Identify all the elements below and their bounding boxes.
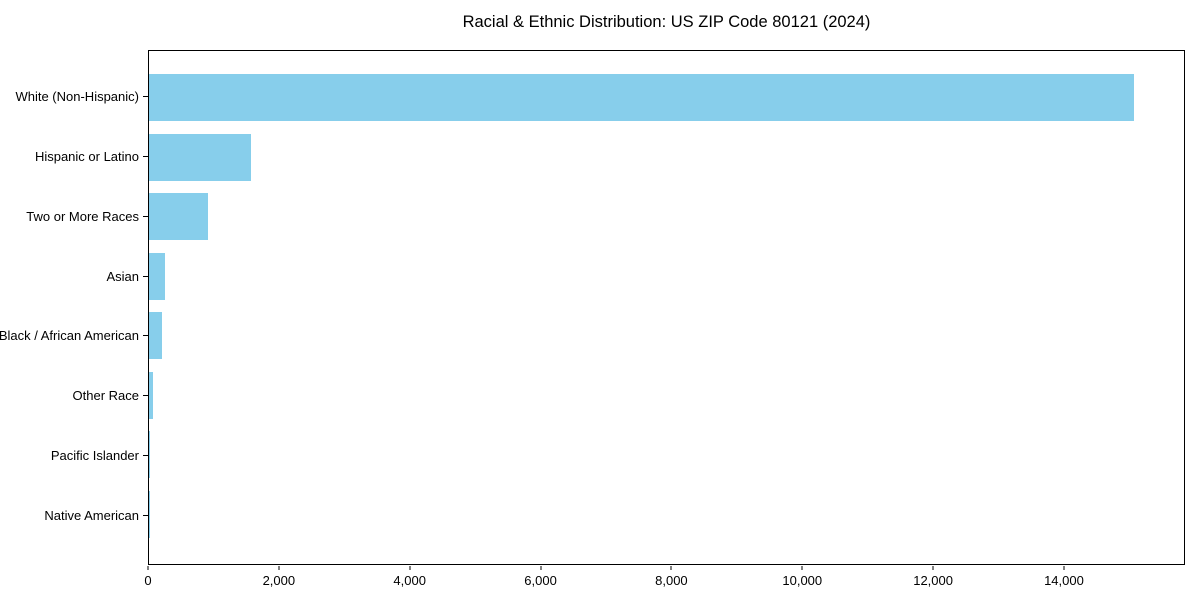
y-axis-labels: White (Non-Hispanic) Hispanic or Latino Tw…: [0, 50, 148, 565]
y-tick-mark: [143, 215, 148, 217]
bar-row: [149, 485, 1184, 545]
x-tick-mark: [670, 566, 672, 570]
x-tick-mark: [801, 566, 803, 570]
bar-row: [149, 247, 1184, 307]
y-tick-mark: [143, 335, 148, 337]
x-tick-label: 14,000: [1044, 573, 1084, 588]
y-label-row: Black / African American: [0, 306, 148, 366]
plot-area: [148, 50, 1185, 565]
y-tick-label: Other Race: [72, 388, 139, 404]
x-tick-label: 12,000: [913, 573, 953, 588]
bar-pacific-islander: [149, 431, 150, 479]
y-tick-mark: [143, 96, 148, 98]
y-label-row: Pacific Islander: [0, 426, 148, 486]
y-label-row: Two or More Races: [0, 187, 148, 247]
y-label-row: Asian: [0, 246, 148, 306]
y-label-row: White (Non-Hispanic): [0, 67, 148, 127]
x-tick-label: 10,000: [782, 573, 823, 588]
x-tick-label: 8,000: [655, 573, 688, 588]
y-tick-mark: [143, 395, 148, 397]
bar-asian: [149, 252, 165, 300]
bar-black-african-american: [149, 312, 163, 360]
bar-series: [149, 51, 1184, 564]
bar-row: [149, 128, 1184, 188]
y-label-row: Native American: [0, 485, 148, 545]
bar-row: [149, 366, 1184, 426]
bar-row: [149, 68, 1184, 128]
x-axis: 0 2,000 4,000 6,000 8,000 10,000 12,000 14,000: [144, 566, 1185, 596]
bar-white-non-hispanic-: [149, 74, 1135, 122]
x-tick-mark: [540, 566, 542, 570]
bar-two-or-more-races: [149, 193, 209, 241]
y-tick-label: Pacific Islander: [50, 447, 139, 463]
x-tick-mark: [278, 566, 280, 570]
x-tick-label: 2,000: [262, 573, 296, 588]
bar-other-race: [149, 371, 153, 419]
x-tick-mark: [1063, 566, 1065, 570]
bar-hispanic-or-latino: [149, 133, 251, 181]
x-tick-mark: [409, 566, 411, 570]
chart-title: Racial & Ethnic Distribution: US ZIP Cod…: [462, 13, 871, 31]
y-tick-label: Native American: [44, 507, 139, 523]
y-tick-label: Hispanic or Latino: [34, 149, 139, 165]
y-tick-label: Asian: [106, 268, 139, 284]
y-tick-label: Two or More Races: [26, 208, 139, 224]
x-tick-mark: [932, 566, 934, 570]
x-tick-mark: [147, 566, 149, 570]
y-label-row: Hispanic or Latino: [0, 127, 148, 187]
y-tick-mark: [143, 156, 148, 158]
x-tick-label: 6,000: [524, 573, 557, 588]
bar-row: [149, 187, 1184, 247]
y-tick-mark: [143, 454, 148, 456]
y-tick-label: White (Non-Hispanic): [15, 89, 139, 105]
x-tick-label: 4,000: [393, 573, 426, 588]
x-tick-label: 0: [144, 573, 152, 588]
bar-row: [149, 425, 1184, 485]
y-tick-label: Black / African American: [0, 328, 139, 344]
y-tick-mark: [143, 514, 148, 516]
bar-row: [149, 306, 1184, 366]
y-tick-mark: [143, 275, 148, 277]
y-label-row: Other Race: [0, 366, 148, 426]
